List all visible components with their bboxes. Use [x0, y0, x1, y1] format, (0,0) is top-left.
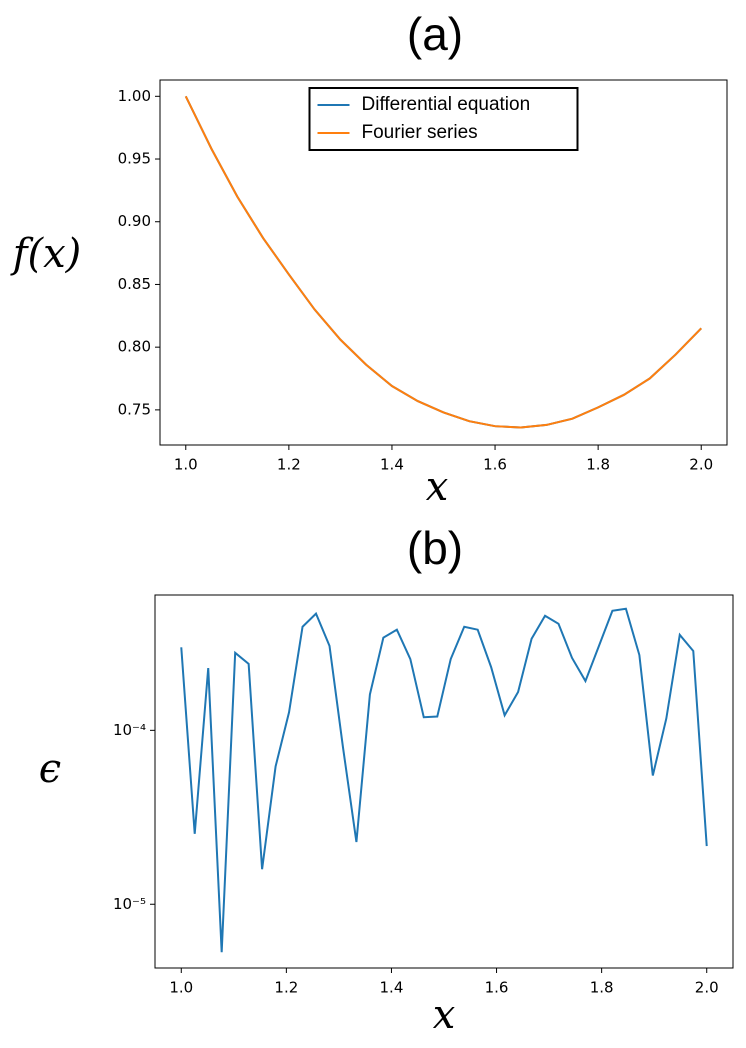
x-tick-label: 1.2 — [274, 979, 298, 997]
x-tick-label: 1.0 — [174, 456, 198, 474]
y-tick-label: 1.00 — [118, 87, 151, 105]
subplot-title: (b) — [407, 522, 463, 574]
y-axis-label: f(x) — [10, 231, 82, 277]
y-tick-label: 0.80 — [118, 338, 151, 356]
x-tick-label: 1.4 — [380, 456, 404, 474]
x-tick-label: 2.0 — [695, 979, 719, 997]
y-tick-label: 10⁻⁴ — [113, 721, 146, 739]
x-axis-label: x — [426, 464, 449, 510]
legend-label: Fourier series — [362, 122, 478, 143]
y-tick-label: 0.90 — [118, 212, 151, 230]
y-tick-label: 0.95 — [118, 150, 151, 168]
x-tick-label: 1.8 — [590, 979, 614, 997]
axes-frame — [159, 79, 728, 446]
x-tick-label: 1.2 — [277, 456, 301, 474]
x-tick-label: 1.6 — [485, 979, 509, 997]
data-line — [180, 607, 708, 953]
y-tick-label: 0.75 — [118, 400, 151, 418]
legend-box — [308, 87, 579, 151]
y-tick-label: 10⁻⁵ — [113, 895, 146, 913]
axes-frame — [154, 594, 734, 969]
legend-label: Differential equation — [362, 94, 531, 115]
y-axis-label: ϵ — [39, 746, 61, 792]
x-axis-label: x — [433, 992, 456, 1038]
x-tick-label: 2.0 — [689, 456, 713, 474]
x-tick-label: 1.6 — [483, 456, 507, 474]
x-tick-label: 1.0 — [169, 979, 193, 997]
data-line — [184, 95, 702, 429]
x-tick-label: 1.4 — [380, 979, 404, 997]
subplot-title: (a) — [407, 8, 463, 60]
y-tick-label: 0.85 — [118, 275, 151, 293]
x-tick-label: 1.8 — [586, 456, 610, 474]
